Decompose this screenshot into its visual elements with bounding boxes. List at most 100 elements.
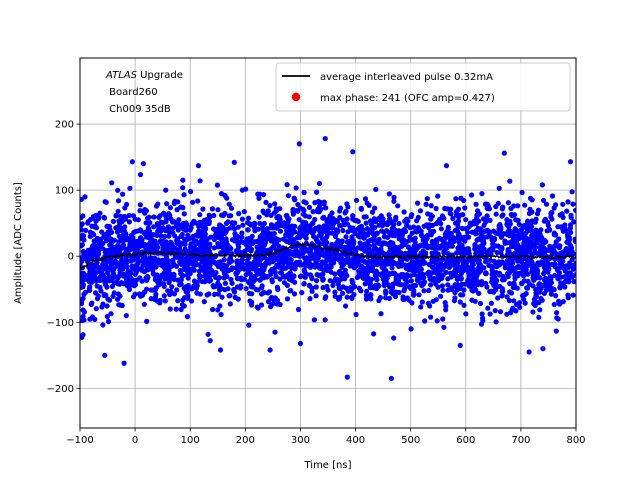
scatter-point [519,259,525,265]
scatter-point [473,278,479,285]
scatter-point [159,257,166,263]
scatter-point [314,272,320,278]
scatter-point [423,201,429,207]
scatter-point [227,301,233,307]
scatter-point [138,228,144,234]
annotation: ATLAS Upgrade Board260 Ch009 35dB [105,70,183,115]
scatter-point [169,246,175,252]
scatter-point [545,247,552,254]
scatter-point [80,255,84,261]
scatter-point [538,295,544,302]
scatter-point [302,260,309,266]
scatter-point [328,259,334,265]
ticks: −100 0 100 200 300 400 500 600 700 800 −200 −100 0 10… [47,120,586,446]
scatter-point [288,288,294,294]
scatter-point [89,279,95,285]
scatter-point [470,270,476,276]
scatter-point [115,291,121,297]
scatter-point [426,287,432,294]
scatter-point [137,208,143,214]
scatter-point [300,219,306,225]
scatter-point [534,267,541,273]
scatter-point [363,296,369,302]
scatter-point [91,242,97,248]
y-tick-label: 0 [68,252,74,263]
x-tick-label: 500 [401,435,420,446]
scatter-point [507,221,513,227]
scatter-point [137,275,143,281]
scatter-point [255,191,261,197]
y-tick-label: −100 [47,318,74,329]
scatter-point [526,349,532,355]
scatter-point [480,315,486,321]
scatter-point [507,178,513,184]
scatter-point [548,276,554,282]
scatter-point [421,288,427,294]
scatter-point [316,247,322,253]
x-tick-label: −100 [66,435,93,446]
scatter-point [93,218,99,224]
scatter-point [447,210,453,216]
scatter-point [244,236,251,242]
scatter-point [299,290,305,296]
scatter-point [195,163,202,169]
scatter-point [431,269,437,275]
scatter-point [508,205,514,211]
scatter-point [479,311,485,317]
scatter-point [490,241,496,247]
scatter-point [223,236,229,242]
scatter-point [387,271,393,277]
scatter-point [270,243,276,250]
scatter-point [302,213,309,219]
scatter-point [80,332,86,338]
scatter-point [210,283,216,289]
scatter-point [332,230,338,236]
scatter-point [396,289,402,296]
scatter-point [128,246,134,252]
scatter-point [463,311,469,317]
scatter-point [222,228,228,234]
scatter-point [103,266,109,272]
scatter-point [505,228,511,235]
scatter-point [487,217,493,223]
scatter-point [337,214,343,221]
scatter-point [303,246,309,252]
scatter-point [451,298,457,304]
scatter-point [383,268,389,274]
scatter-point [120,232,126,238]
scatter-point [362,241,368,247]
scatter-point [95,293,101,299]
scatter-point [116,233,122,239]
scatter-point [80,236,85,242]
scatter-point [514,301,520,308]
scatter-point [441,215,447,221]
scatter-point [190,244,196,250]
scatter-point [219,294,225,300]
scatter-point [409,300,415,306]
scatter-point [552,261,558,267]
scatter-point [146,214,152,220]
scatter-point [336,285,342,291]
scatter-point [536,281,543,287]
scatter-point [197,212,203,218]
scatter-point [355,232,361,238]
scatter-point [290,206,296,213]
scatter-point [426,262,432,268]
scatter-point [117,281,123,287]
scatter-point [472,243,478,249]
scatter-point [80,301,84,307]
scatter-point [273,206,279,212]
scatter-point [537,262,543,268]
scatter-point [302,269,308,275]
scatter-point [440,287,446,293]
scatter-point [127,234,134,241]
scatter-point [166,229,172,235]
scatter-point [323,205,329,211]
x-tick-label: 100 [181,435,200,446]
scatter-point [473,201,479,207]
scatter-point [428,232,434,238]
scatter-point [244,242,251,249]
scatter-point [483,280,489,287]
scatter-point [178,224,185,230]
scatter-point [455,259,461,265]
